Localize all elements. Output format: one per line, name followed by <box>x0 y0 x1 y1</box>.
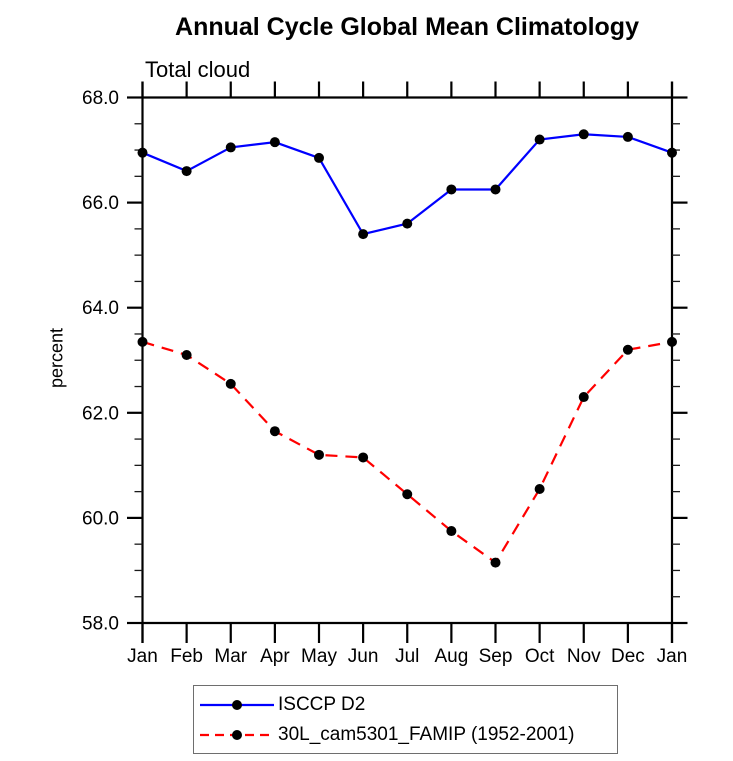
data-point-marker <box>181 166 192 177</box>
data-point-marker <box>667 147 677 158</box>
series-markers-1 <box>137 336 677 568</box>
data-point-marker <box>181 349 192 360</box>
data-point-marker <box>137 336 148 347</box>
y-tick-label: 68.0 <box>82 88 119 109</box>
data-point-marker <box>490 557 501 568</box>
data-point-marker <box>622 131 633 142</box>
chart-subtitle: Total cloud <box>145 57 251 82</box>
x-tick-label: Mar <box>214 646 247 667</box>
legend-row-isccp-d2: ISCCP D2 <box>198 690 617 720</box>
x-tick-label: Nov <box>567 646 601 667</box>
x-tick-label: Jun <box>348 646 379 667</box>
data-point-marker <box>137 147 148 158</box>
data-point-marker <box>402 489 413 500</box>
x-tick-label: Jul <box>395 646 419 667</box>
x-tick-label: Jan <box>657 646 688 667</box>
axes <box>141 81 674 643</box>
legend-line-sample-icon <box>200 729 274 740</box>
data-point-marker <box>446 184 457 195</box>
x-tick-label: Oct <box>525 646 555 667</box>
legend-box: ISCCP D2 30L_cam5301_FAMIP (1952-2001) <box>193 685 618 754</box>
x-axis-ticks <box>141 81 674 643</box>
y-tick-label: 60.0 <box>82 508 119 529</box>
data-point-marker <box>269 137 280 148</box>
series-path <box>142 340 673 565</box>
data-point-marker <box>225 142 236 153</box>
legend-row-model: 30L_cam5301_FAMIP (1952-2001) <box>198 720 617 750</box>
y-tick-label: 58.0 <box>82 614 119 635</box>
data-point-marker <box>358 452 369 463</box>
y-tick-label: 64.0 <box>82 298 119 319</box>
x-tick-label: Aug <box>434 646 468 667</box>
x-tick-label: Apr <box>260 646 290 667</box>
y-tick-label: 66.0 <box>82 193 119 214</box>
data-point-marker <box>269 426 280 437</box>
y-tick-label: 62.0 <box>82 403 119 424</box>
x-tick-label: Sep <box>479 646 513 667</box>
data-point-marker <box>578 392 589 403</box>
data-point-marker <box>314 449 324 460</box>
x-axis-tick-labels: Jan Feb Mar Apr May Jun Jul Aug Sep Oct Nov Dec Jan <box>127 646 687 667</box>
data-point-marker <box>667 336 677 347</box>
data-point-marker <box>622 344 633 355</box>
data-point-marker <box>534 483 545 494</box>
data-point-marker <box>402 218 413 229</box>
x-tick-label: May <box>301 646 337 667</box>
data-point-marker <box>534 134 545 145</box>
legend-label: 30L_cam5301_FAMIP (1952-2001) <box>278 723 575 745</box>
x-tick-label: Jan <box>127 646 158 667</box>
legend-line-sample-icon <box>200 699 274 710</box>
legend-label: ISCCP D2 <box>278 693 366 715</box>
y-axis-ticks <box>127 96 688 625</box>
data-point-marker <box>358 229 369 240</box>
data-point-marker <box>578 129 589 140</box>
data-point-marker <box>490 184 501 195</box>
data-point-marker <box>314 152 324 163</box>
data-point-marker <box>446 526 457 537</box>
x-tick-label: Feb <box>170 646 203 667</box>
series-line-1 <box>142 340 673 565</box>
chart-title: Annual Cycle Global Mean Climatology <box>175 13 639 41</box>
data-point-marker <box>225 378 236 389</box>
series-markers-0 <box>137 129 677 240</box>
x-tick-label: Dec <box>611 646 645 667</box>
y-axis-tick-labels: 58.0 60.0 62.0 64.0 66.0 68.0 <box>82 88 119 635</box>
